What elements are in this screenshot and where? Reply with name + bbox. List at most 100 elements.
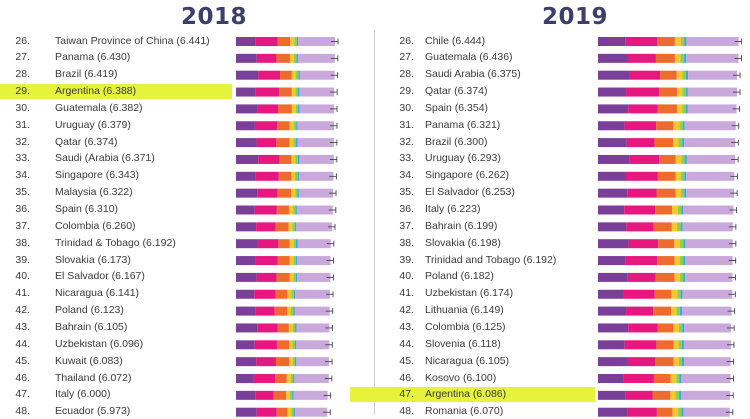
bar-segment <box>273 390 287 400</box>
bar-segment <box>258 154 280 164</box>
bar-segment <box>236 357 257 367</box>
table-row: 27. Panama (6.430) <box>0 50 232 65</box>
bar-segment <box>293 138 297 148</box>
table-row: 45. Nicaragua (6.105) <box>350 354 595 369</box>
bar-segment <box>255 37 278 46</box>
bar-segment <box>679 121 683 131</box>
country-score-label: Trinidad and Tobago (6.192) <box>425 253 557 266</box>
bar-segment-residual <box>684 323 732 333</box>
stacked-bar <box>598 87 741 97</box>
bar-segment <box>673 121 680 131</box>
bar-segment <box>236 70 259 80</box>
country-score-label: Kuwait (6.083) <box>55 354 123 367</box>
bar-segment <box>657 323 674 333</box>
bar-segment <box>296 121 298 131</box>
bar-segment <box>676 374 680 383</box>
rank-label: 47. <box>399 388 414 401</box>
bar-segment <box>626 357 655 367</box>
bar-segment <box>289 256 294 266</box>
bar-segment <box>236 323 258 333</box>
table-row: 37. Bahrain (6.199) <box>350 219 595 234</box>
bar-segment <box>679 256 684 266</box>
bar-segment <box>598 205 625 215</box>
bar-segment <box>628 239 659 249</box>
bar-segment <box>295 323 297 333</box>
bar-segment <box>626 87 660 97</box>
bar-segment <box>291 171 296 181</box>
bar-segment-residual <box>297 138 334 148</box>
rank-label: 45. <box>15 354 30 367</box>
country-score-label: Romania (6.070) <box>425 405 504 418</box>
stacked-bar <box>236 357 333 367</box>
bar-segment <box>628 104 658 114</box>
bar-segment <box>675 188 682 198</box>
country-score-label: Slovenia (6.118) <box>425 337 501 350</box>
stacked-bar <box>236 154 338 164</box>
table-row: 36. Spain (6.310) <box>0 202 232 217</box>
bar-segment <box>256 357 276 367</box>
rank-label: 38. <box>399 236 414 249</box>
stacked-bar <box>598 171 738 181</box>
table-row: 28. Brazil (6.419) <box>0 67 232 82</box>
table-row: 43. Bahrain (6.105) <box>0 320 232 335</box>
stacked-bar <box>598 272 736 282</box>
stacked-bar <box>598 138 739 148</box>
bar-segment <box>684 188 687 198</box>
bar-segment <box>295 256 298 266</box>
bar-segment <box>626 306 654 316</box>
country-score-label: Chile (6.444) <box>425 34 486 47</box>
bar-segment-residual <box>298 37 336 46</box>
table-row: 48. Ecuador (5.973) <box>0 404 232 419</box>
bar-segment <box>598 374 624 383</box>
bar-segment <box>685 87 688 97</box>
bar-segment <box>255 256 278 266</box>
bar-segment <box>674 239 680 249</box>
bar-segment-residual <box>299 70 335 80</box>
bar-segment <box>288 222 293 232</box>
bar-segment-residual <box>296 323 330 333</box>
stacked-bar <box>598 340 735 350</box>
bar-segment <box>675 390 680 400</box>
rank-label: 33. <box>15 152 30 165</box>
bar-segment <box>236 390 256 400</box>
bar-segment <box>278 104 292 114</box>
stacked-bar <box>598 239 737 249</box>
table-row: 28. Saudi Arabia (6.375) <box>350 67 595 82</box>
bar-segment <box>682 70 686 80</box>
bar-segment <box>293 407 296 417</box>
stacked-bar <box>236 70 339 80</box>
bar-segment-residual <box>681 374 731 383</box>
rank-label: 41. <box>15 287 30 300</box>
bar-segment <box>276 272 290 282</box>
stacked-bar <box>236 37 339 46</box>
country-score-label: Nicaragua (6.141) <box>55 287 140 300</box>
country-score-label: Saudi Arabia (6.375) <box>425 68 521 81</box>
bar-segment <box>627 407 657 417</box>
bar-segment <box>654 357 674 367</box>
bar-segment <box>291 188 296 198</box>
bar-segment <box>275 357 290 367</box>
bar-segment <box>678 138 683 148</box>
bar-segment <box>236 171 256 181</box>
bar-segment <box>625 256 658 266</box>
bar-segment <box>671 222 678 232</box>
bar-segment <box>624 205 656 215</box>
bar-segment <box>290 374 294 383</box>
bar-segment-residual <box>686 37 739 46</box>
bar-segment <box>256 53 277 63</box>
rank-label: 30. <box>15 101 30 114</box>
highlighted-row: 29. Argentina (6.388) <box>0 84 232 100</box>
bar-segment <box>598 239 629 249</box>
table-row: 33. Saudi (Arabia (6.371) <box>0 151 232 166</box>
bar-segment-residual <box>686 171 735 181</box>
bar-segment-residual <box>681 390 731 400</box>
stacked-bar <box>598 53 742 63</box>
bar-segment <box>657 256 675 266</box>
bar-segment-residual <box>681 306 732 316</box>
bar-segment <box>255 306 275 316</box>
bar-segment <box>682 104 686 114</box>
bar-segment <box>657 171 676 181</box>
panel-divider <box>374 30 375 415</box>
rank-label: 32. <box>15 135 30 148</box>
